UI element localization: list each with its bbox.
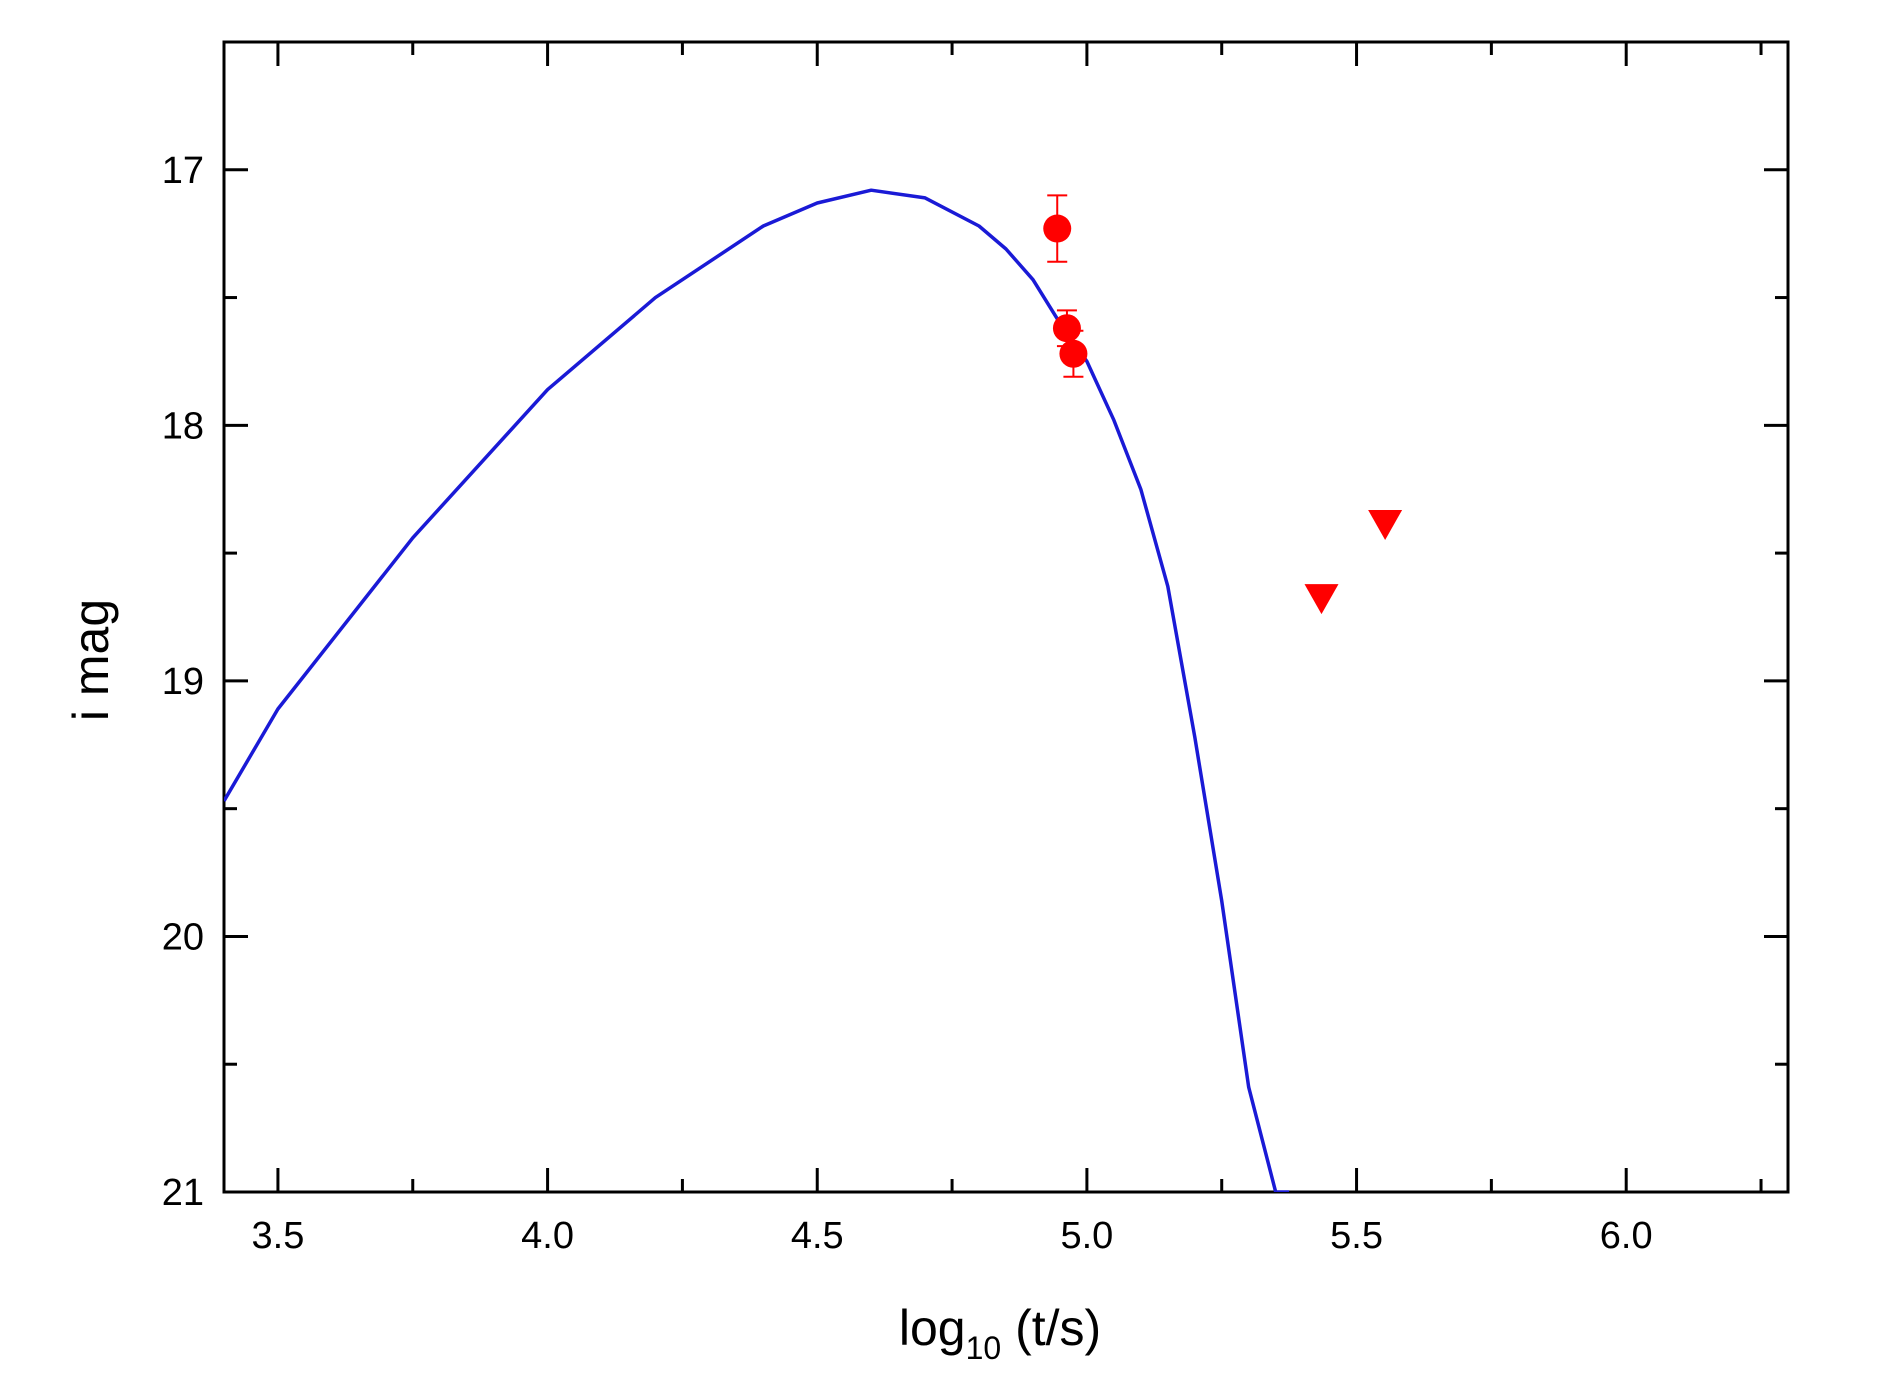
x-axis-title-subscript: 10 — [966, 1330, 1002, 1366]
x-axis-title-rest: (t/s) — [1001, 1300, 1101, 1356]
y-tick-label: 19 — [162, 661, 204, 703]
y-axis-title: i mag — [63, 599, 119, 721]
x-tick-label: 3.5 — [252, 1215, 305, 1257]
upper-limit-triangle — [1304, 584, 1339, 615]
y-tick-label: 17 — [162, 150, 204, 192]
y-tick-label: 18 — [162, 405, 204, 447]
y-tick-label: 20 — [162, 916, 204, 958]
x-axis-title: log10 (t/s) — [899, 1300, 1101, 1366]
data-point-circle — [1052, 314, 1081, 343]
plot-area — [224, 188, 1290, 1192]
data-point-circle — [1059, 339, 1088, 368]
x-axis-title-main: log — [899, 1300, 966, 1356]
x-tick-label: 4.0 — [521, 1215, 574, 1257]
axes-group — [222, 40, 1790, 1194]
markers-group — [1043, 194, 1403, 615]
y-tick-label: 21 — [162, 1172, 204, 1214]
model-curve-line — [224, 188, 1290, 1192]
x-tick-label: 4.5 — [791, 1215, 844, 1257]
x-tick-label: 6.0 — [1600, 1215, 1653, 1257]
data-point-circle — [1043, 214, 1072, 243]
x-tick-label: 5.0 — [1060, 1215, 1113, 1257]
plot-frame — [222, 40, 1790, 1194]
labels-group: i mag log10 (t/s) 3.5 4.0 4.5 5.0 5.5 6.0 17 18… — [63, 150, 1653, 1366]
upper-limit-triangle — [1368, 510, 1403, 540]
x-tick-label: 5.5 — [1330, 1215, 1383, 1257]
